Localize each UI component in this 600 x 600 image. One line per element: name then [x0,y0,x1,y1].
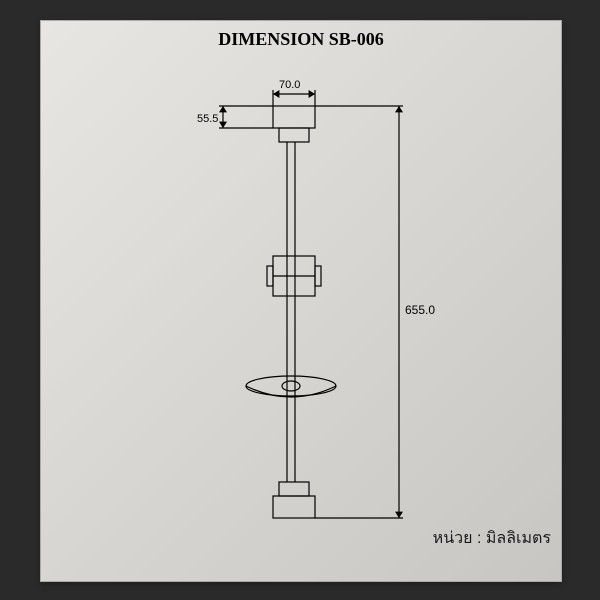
svg-text:70.0: 70.0 [279,79,300,91]
drawing-sheet: DIMENSION SB-006 70.0 55.5 655.0 หน่วย : ม… [40,20,562,582]
drawing-title: DIMENSION SB-006 [41,29,561,50]
unit-footer: หน่วย : มิลลิเมตร [433,526,551,551]
svg-text:55.5: 55.5 [197,113,218,125]
dimension-diagram: 70.0 55.5 655.0 [161,76,461,546]
svg-text:655.0: 655.0 [405,303,435,317]
diagram-area: 70.0 55.5 655.0 [161,76,461,546]
